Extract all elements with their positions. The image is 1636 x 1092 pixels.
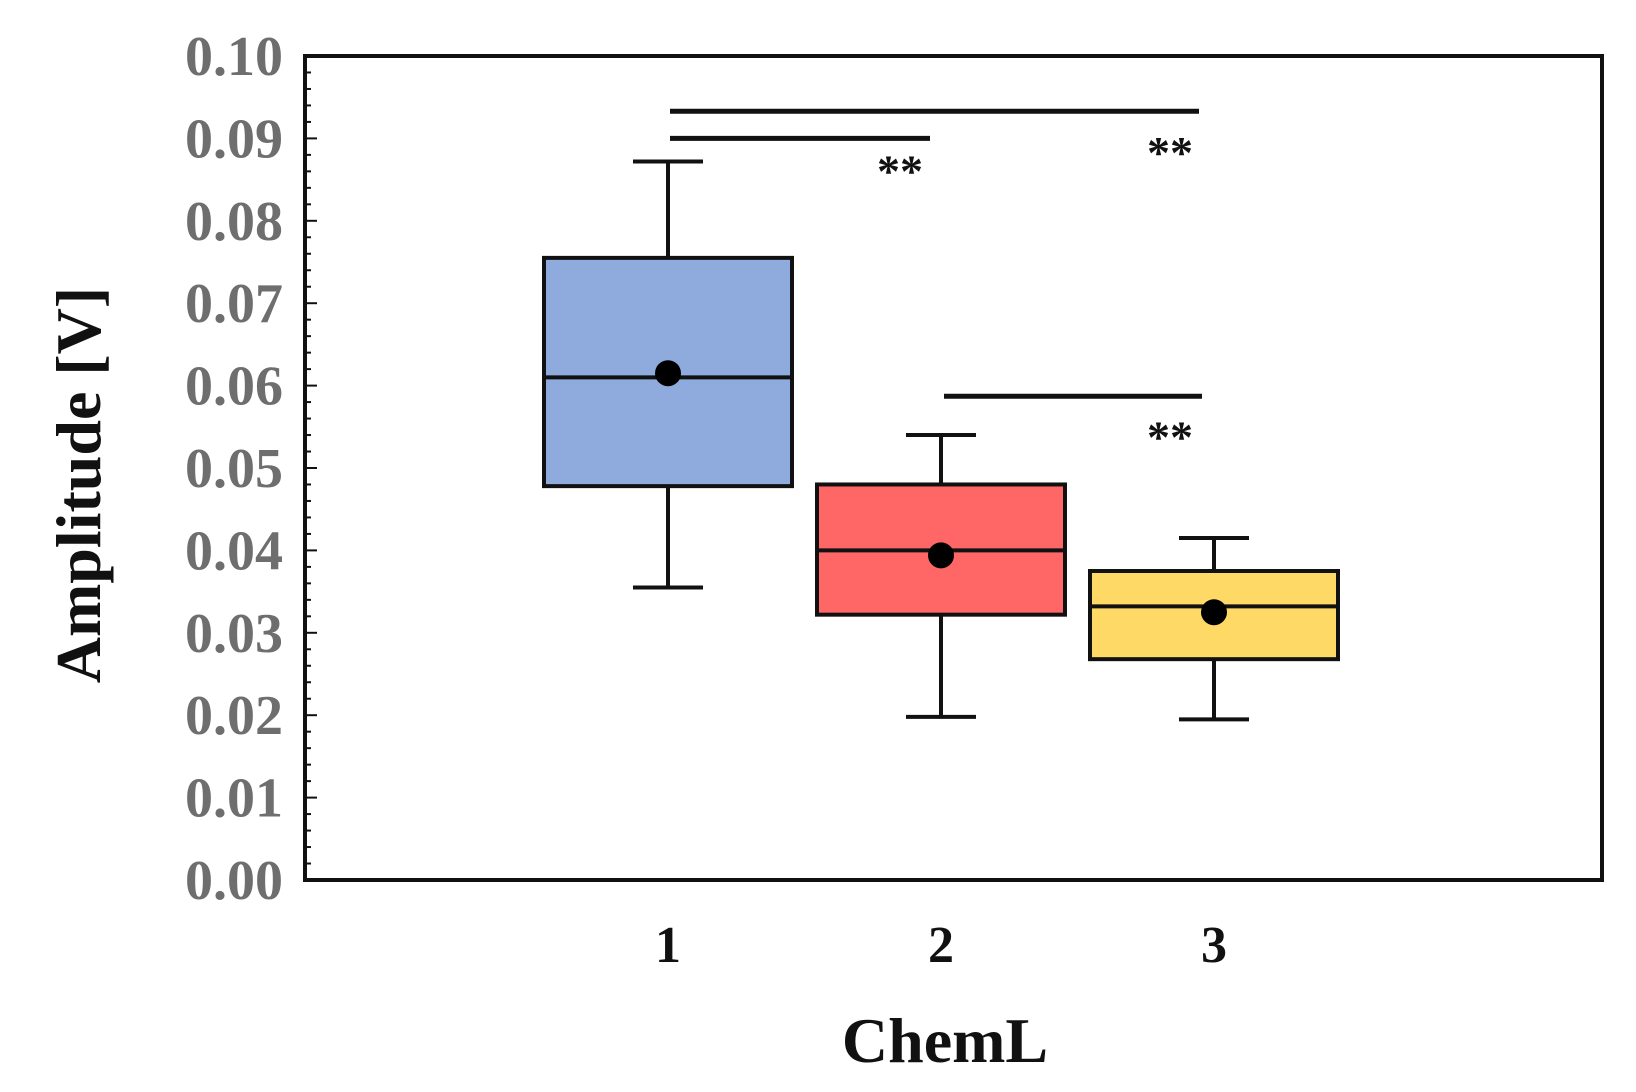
y-tick-label: 0.02 — [185, 685, 283, 747]
significance-label: ** — [877, 145, 923, 196]
y-axis-title: Amplitude [V] — [43, 287, 114, 683]
x-axis-title: ChemL — [842, 1005, 1048, 1076]
significance-label: ** — [1147, 127, 1193, 178]
y-tick-label: 0.03 — [185, 603, 283, 665]
y-tick-label: 0.09 — [185, 108, 283, 170]
mean-marker — [655, 360, 681, 387]
y-tick-label: 0.04 — [185, 520, 283, 582]
y-tick-label: 0.08 — [185, 191, 283, 253]
plot-frame — [303, 54, 1604, 882]
y-tick-label: 0.00 — [185, 850, 283, 912]
x-tick-label: 2 — [928, 917, 954, 974]
y-tick-label: 0.01 — [185, 768, 283, 830]
mean-marker — [928, 542, 954, 569]
mean-marker — [1201, 599, 1227, 626]
y-tick-label: 0.05 — [185, 438, 283, 500]
y-tick-label: 0.10 — [185, 26, 283, 88]
x-tick-label: 1 — [655, 917, 681, 974]
y-tick-label: 0.07 — [185, 273, 283, 335]
x-tick-label: 3 — [1201, 917, 1227, 974]
significance-label: ** — [1147, 411, 1193, 462]
plot-area: 0.00 0.01 0.02 0.03 0.04 0.05 0.06 0.07 0.08 0.09… — [185, 26, 1604, 974]
y-tick-label: 0.06 — [185, 356, 283, 418]
